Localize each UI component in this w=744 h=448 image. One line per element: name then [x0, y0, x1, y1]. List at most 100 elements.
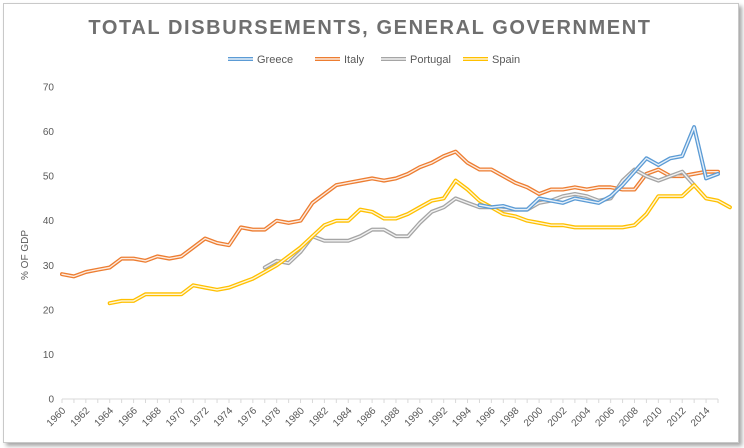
data-point: [597, 185, 601, 189]
legend: Greece Italy Portugal Spain: [228, 54, 520, 66]
data-point: [382, 216, 386, 220]
x-tick-label: 2004: [570, 405, 594, 429]
y-tick-label: 70: [43, 83, 55, 94]
x-tick-label: 2000: [522, 405, 546, 429]
data-point: [454, 196, 458, 200]
data-point: [239, 225, 243, 229]
data-point: [406, 212, 410, 216]
data-point: [310, 201, 314, 205]
data-point: [621, 183, 625, 187]
x-tick-label: 1960: [45, 405, 69, 429]
data-point: [644, 156, 648, 160]
data-point: [513, 208, 517, 212]
data-point: [96, 268, 100, 272]
data-point: [633, 170, 637, 174]
data-point: [525, 219, 529, 223]
x-tick-label: 1968: [140, 405, 164, 429]
data-point: [442, 154, 446, 158]
data-point: [633, 188, 637, 192]
data-point: [609, 194, 613, 198]
data-point: [227, 243, 231, 247]
data-point: [668, 156, 672, 160]
data-point: [358, 179, 362, 183]
data-point: [287, 221, 291, 225]
x-tick-label: 1962: [69, 405, 93, 429]
data-point: [394, 216, 398, 220]
series-italy: [60, 149, 720, 279]
y-tick-label: 10: [43, 350, 55, 361]
data-point: [108, 266, 112, 270]
data-point: [394, 176, 398, 180]
data-point: [310, 234, 314, 238]
data-point: [573, 185, 577, 189]
x-tick-label: 1978: [260, 405, 284, 429]
series-greece: [477, 125, 720, 212]
data-point: [537, 196, 541, 200]
data-point: [167, 292, 171, 296]
data-point: [501, 212, 505, 216]
data-point: [692, 125, 696, 129]
data-point: [525, 185, 529, 189]
x-tick-label: 1974: [212, 405, 236, 429]
data-point: [466, 188, 470, 192]
data-point: [477, 199, 481, 203]
data-point: [239, 281, 243, 285]
x-tick-label: 1996: [474, 405, 498, 429]
data-point: [322, 239, 326, 243]
series-line-highlight: [108, 179, 731, 304]
data-point: [609, 225, 613, 229]
data-point: [132, 299, 136, 303]
data-point: [322, 192, 326, 196]
data-point: [680, 194, 684, 198]
data-point: [215, 288, 219, 292]
data-point: [656, 179, 660, 183]
data-point: [430, 161, 434, 165]
x-tick-label: 1998: [498, 405, 522, 429]
data-point: [716, 172, 720, 176]
series-line-italy: [60, 149, 720, 279]
data-point: [299, 245, 303, 249]
data-point: [406, 234, 410, 238]
data-point: [203, 286, 207, 290]
data-point: [489, 205, 493, 209]
legend-label: Portugal: [410, 54, 451, 66]
data-point: [704, 176, 708, 180]
data-point: [227, 286, 231, 290]
data-point: [716, 199, 720, 203]
data-point: [263, 270, 267, 274]
data-point: [501, 174, 505, 178]
data-point: [573, 225, 577, 229]
data-point: [299, 219, 303, 223]
legend-item-portugal: Portugal: [381, 54, 451, 66]
x-tick-label: 1964: [93, 405, 117, 429]
y-tick-label: 50: [43, 172, 55, 183]
x-tick-label: 1972: [188, 405, 212, 429]
data-point: [132, 257, 136, 261]
x-tick-label: 2012: [665, 405, 689, 429]
data-point: [418, 205, 422, 209]
data-point: [358, 234, 362, 238]
data-point: [346, 239, 350, 243]
data-point: [561, 188, 565, 192]
data-point: [477, 203, 481, 207]
y-tick-label: 40: [43, 216, 55, 227]
series-line-portugal: [262, 167, 697, 270]
data-point: [72, 274, 76, 278]
data-point: [573, 192, 577, 196]
data-point: [251, 277, 255, 281]
data-point: [597, 201, 601, 205]
data-point: [549, 188, 553, 192]
x-axis: 1960 1962 1964 1966 1968 1970 1972 1974 1976 1978…: [45, 398, 719, 429]
chart-frame: [3, 3, 739, 443]
data-point: [430, 210, 434, 214]
data-point: [621, 225, 625, 229]
data-point: [334, 183, 338, 187]
data-point: [406, 172, 410, 176]
data-point: [370, 210, 374, 214]
x-tick-label: 1966: [116, 405, 140, 429]
y-tick-label: 20: [43, 305, 55, 316]
data-point: [561, 194, 565, 198]
data-point: [466, 201, 470, 205]
series-spain: [107, 178, 732, 306]
